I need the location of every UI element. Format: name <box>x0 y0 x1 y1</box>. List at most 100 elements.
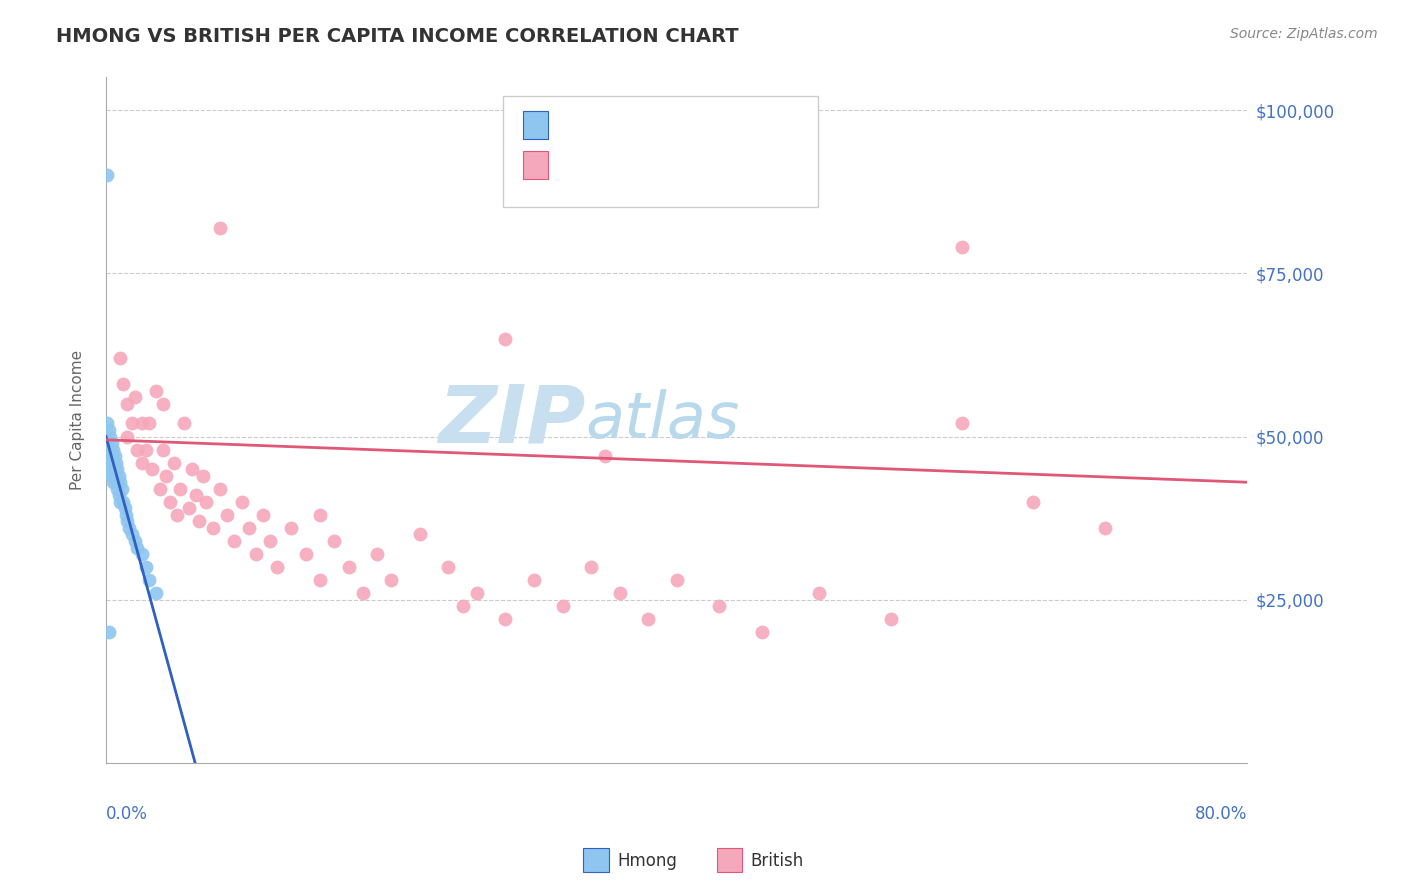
Point <box>97 625 120 640</box>
Point <box>159 495 181 509</box>
Point <box>366 547 388 561</box>
Point <box>149 482 172 496</box>
Point <box>201 521 224 535</box>
Point <box>180 462 202 476</box>
Point <box>808 586 831 600</box>
Point <box>177 501 200 516</box>
Point <box>238 521 260 535</box>
Point <box>665 573 688 587</box>
Point <box>141 462 163 476</box>
Point <box>112 495 135 509</box>
Text: Per Capita Income: Per Capita Income <box>70 351 84 491</box>
Point <box>145 586 167 600</box>
Point <box>101 442 124 457</box>
Point <box>103 449 125 463</box>
Point <box>409 527 432 541</box>
Point <box>131 456 153 470</box>
Point <box>138 417 160 431</box>
Point <box>709 599 731 614</box>
Point <box>98 429 121 443</box>
Point <box>465 586 488 600</box>
Point <box>323 533 346 548</box>
Point <box>104 456 127 470</box>
Point <box>155 468 177 483</box>
Point <box>103 468 125 483</box>
Point <box>437 560 460 574</box>
Point <box>131 547 153 561</box>
Point <box>117 515 139 529</box>
Point <box>224 533 246 548</box>
Point <box>117 429 139 443</box>
Point <box>751 625 773 640</box>
Point <box>494 332 516 346</box>
Point <box>96 449 118 463</box>
Point <box>101 456 124 470</box>
Point <box>97 456 120 470</box>
Point <box>523 573 546 587</box>
Point <box>551 599 574 614</box>
Point <box>104 475 127 490</box>
Point <box>127 541 149 555</box>
Point <box>96 417 118 431</box>
Point <box>98 462 121 476</box>
Point <box>266 560 288 574</box>
Point <box>112 377 135 392</box>
Text: British: British <box>751 852 804 870</box>
Point <box>950 240 973 254</box>
Point <box>209 220 232 235</box>
Point <box>135 560 157 574</box>
Point <box>131 417 153 431</box>
Text: Hmong: Hmong <box>617 852 678 870</box>
Point <box>184 488 207 502</box>
Point <box>121 417 143 431</box>
Point <box>231 495 253 509</box>
Point <box>145 384 167 398</box>
Point <box>579 560 602 574</box>
Point <box>124 390 146 404</box>
Point <box>110 475 132 490</box>
Point <box>124 533 146 548</box>
Point <box>245 547 267 561</box>
Point <box>169 482 191 496</box>
Point <box>494 612 516 626</box>
Text: HMONG VS BRITISH PER CAPITA INCOME CORRELATION CHART: HMONG VS BRITISH PER CAPITA INCOME CORRE… <box>56 27 740 45</box>
Point <box>111 482 134 496</box>
Point <box>1094 521 1116 535</box>
Point <box>637 612 659 626</box>
Point <box>217 508 239 522</box>
Point <box>194 495 217 509</box>
Point <box>100 449 122 463</box>
Point <box>97 442 120 457</box>
Text: atlas: atlas <box>585 389 740 451</box>
Point <box>609 586 631 600</box>
Point <box>118 521 141 535</box>
Point <box>138 573 160 587</box>
Point <box>380 573 402 587</box>
Point <box>105 462 128 476</box>
Text: 80.0%: 80.0% <box>1195 805 1247 823</box>
Point <box>352 586 374 600</box>
Text: Source: ZipAtlas.com: Source: ZipAtlas.com <box>1230 27 1378 41</box>
Point <box>950 417 973 431</box>
Point <box>100 468 122 483</box>
Point <box>173 417 195 431</box>
Point <box>96 169 118 183</box>
Point <box>879 612 901 626</box>
Text: 0.0%: 0.0% <box>105 805 148 823</box>
Point <box>451 599 474 614</box>
Point <box>337 560 360 574</box>
Point <box>1022 495 1045 509</box>
Point <box>98 442 121 457</box>
Point <box>252 508 274 522</box>
Point <box>280 521 302 535</box>
Point <box>135 442 157 457</box>
Point <box>309 508 332 522</box>
Point <box>121 527 143 541</box>
Point <box>187 515 209 529</box>
Point <box>108 488 131 502</box>
Point <box>105 482 128 496</box>
Point <box>152 442 174 457</box>
Point <box>110 351 132 366</box>
Text: ZIP: ZIP <box>437 381 585 459</box>
Point <box>97 423 120 437</box>
